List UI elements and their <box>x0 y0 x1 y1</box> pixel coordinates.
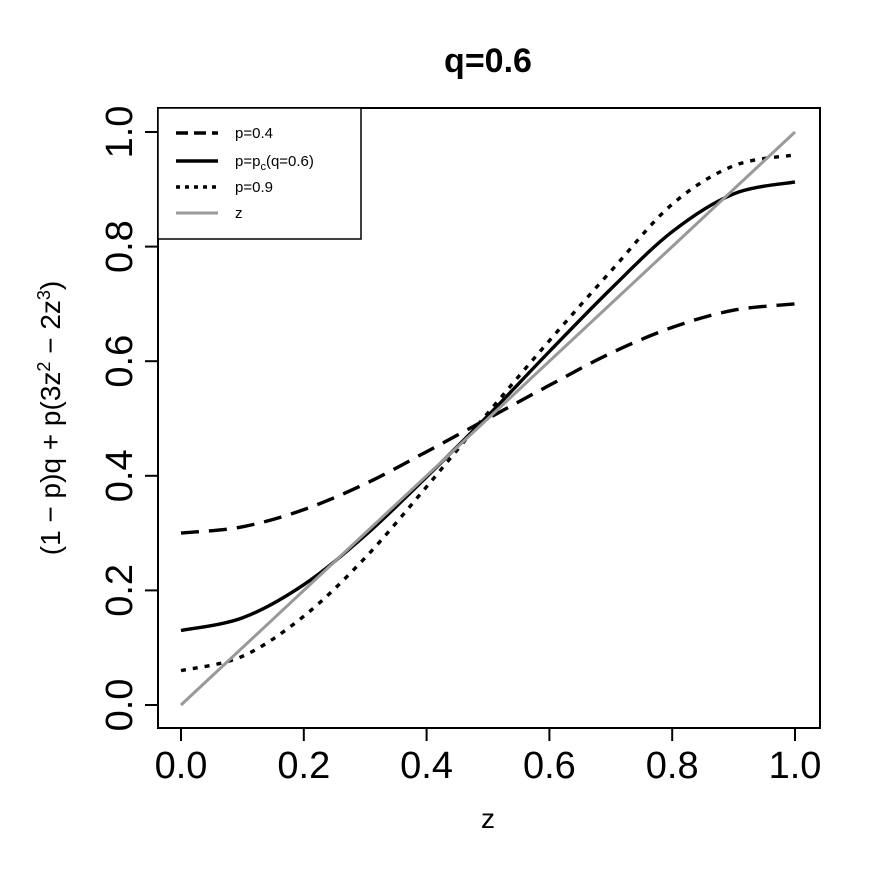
series-line-0 <box>180 302 796 535</box>
legend-box <box>157 107 362 240</box>
x-tick-label: 1.0 <box>769 745 822 787</box>
series-line-1 <box>180 180 796 633</box>
y-tick-label: 1.0 <box>99 106 141 159</box>
y-axis-label: (1 − p)q + p(3z2 − 2z3) <box>34 281 66 556</box>
y-tick-label: 0.6 <box>99 335 141 388</box>
legend-label-1: p=pc(q=0.6) <box>235 153 314 173</box>
y-tick-label: 0.8 <box>99 220 141 273</box>
chart-title: q=0.6 <box>444 42 532 80</box>
legend-label-3: z <box>235 205 243 222</box>
plot-curves <box>179 130 797 707</box>
y-tick-label: 0.2 <box>99 564 141 617</box>
x-tick-label: 0.0 <box>155 745 208 787</box>
y-axis: 0.0 0.2 0.4 0.6 0.8 1.0 <box>99 106 159 732</box>
x-axis-label: z <box>481 803 495 834</box>
y-tick-label: 0.0 <box>99 679 141 732</box>
x-tick-label: 0.4 <box>400 745 453 787</box>
series-line-2 <box>180 153 796 673</box>
y-tick-label: 0.4 <box>99 449 141 502</box>
x-tick-label: 0.2 <box>277 745 330 787</box>
legend-label-2: p=0.9 <box>235 179 273 196</box>
legend: p=0.4 p=pc(q=0.6) p=0.9 z <box>157 107 362 240</box>
x-tick-label: 0.8 <box>646 745 699 787</box>
x-axis: 0.0 0.2 0.4 0.6 0.8 1.0 <box>155 727 822 787</box>
plot-frame <box>157 107 821 729</box>
legend-label-0: p=0.4 <box>235 125 273 142</box>
x-tick-label: 0.6 <box>523 745 576 787</box>
series-line-3 <box>179 130 797 707</box>
